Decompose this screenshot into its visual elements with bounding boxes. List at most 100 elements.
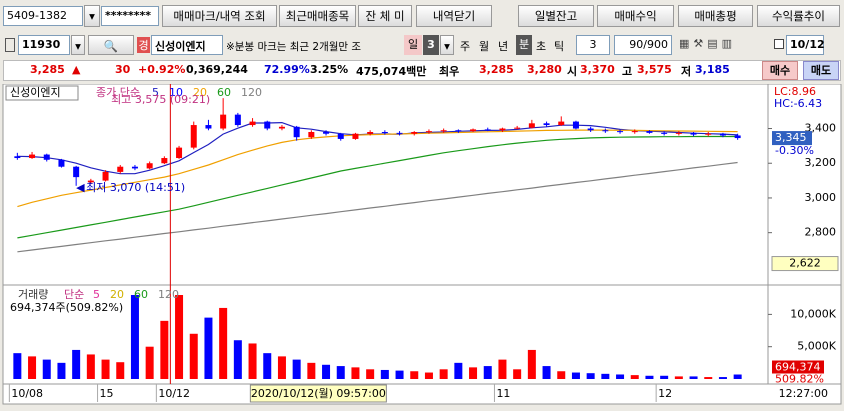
- candle-body: [455, 130, 462, 132]
- period-num[interactable]: 3: [423, 35, 439, 55]
- volume-title: 거래량: [18, 288, 48, 301]
- last-volume-label: 694,374: [775, 361, 821, 374]
- candle-body: [264, 121, 271, 129]
- count[interactable]: 90/900: [614, 35, 672, 55]
- volume-bar: [380, 369, 389, 379]
- candle-body: [719, 133, 726, 136]
- interval[interactable]: 3: [576, 35, 610, 55]
- ma-line: [17, 129, 738, 208]
- candle-body: [572, 121, 579, 129]
- button[interactable]: 내역닫기: [416, 5, 492, 27]
- chart: 3,400 3,200 3,000 2,800 10,000K 5,000K 10/08 15…: [2, 84, 842, 405]
- candle-body: [499, 128, 506, 131]
- volume-bar: [571, 372, 580, 379]
- volume-bar: [454, 362, 463, 379]
- candle-body: [587, 128, 594, 131]
- code[interactable]: 11930: [18, 35, 70, 55]
- marker-label: 2,622: [789, 257, 821, 270]
- volume-bar: [674, 376, 683, 379]
- candle-body: [646, 131, 653, 133]
- quote-bar: [3, 60, 841, 81]
- volume-bar: [527, 349, 536, 379]
- legend-entry: 60: [134, 288, 148, 301]
- volume-bar: [439, 369, 448, 379]
- legend-entry: 10: [169, 86, 183, 99]
- dropdown[interactable]: ▾: [71, 35, 85, 55]
- volume-bar: [469, 367, 478, 379]
- button[interactable]: 일별잔고: [518, 5, 594, 27]
- candle-body: [617, 131, 624, 133]
- y-tick-label: 3,400: [805, 122, 837, 135]
- volume-bar: [263, 353, 272, 379]
- volume-bar: [336, 366, 345, 379]
- volume-bar: [130, 295, 139, 379]
- tab[interactable]: 초: [536, 40, 547, 53]
- tab[interactable]: 월: [479, 40, 490, 53]
- ma-line: [17, 135, 738, 239]
- last-change: -0.30%: [775, 144, 814, 157]
- volume-bar: [307, 362, 316, 379]
- volume-bar: [28, 356, 37, 379]
- candle-body: [440, 130, 447, 132]
- button[interactable]: 매매수익: [597, 5, 674, 27]
- volume-bar: [645, 375, 654, 379]
- candle-body: [58, 159, 65, 167]
- change-pct: +0.92%: [138, 63, 186, 76]
- date[interactable]: 10/12: [786, 35, 825, 55]
- volume-bar: [498, 359, 507, 379]
- candle-body: [131, 166, 138, 169]
- volume-bar: [616, 374, 625, 379]
- tab[interactable]: 년: [498, 40, 509, 53]
- title-box: [5, 85, 79, 101]
- volume-bar: [366, 369, 375, 379]
- volume-bar: [351, 367, 360, 379]
- tab[interactable]: 틱: [554, 40, 565, 53]
- checkbox[interactable]: [774, 39, 784, 49]
- tool-icons[interactable]: ▦⚒▤▥: [679, 37, 737, 50]
- tab[interactable]: 분: [516, 35, 532, 55]
- sell-button[interactable]: 매도: [803, 61, 839, 80]
- lc-label: LC:8.96: [774, 85, 816, 98]
- volume: 0,369,244: [186, 63, 248, 76]
- dropdown[interactable]: ▾: [84, 5, 100, 27]
- password[interactable]: ********: [101, 6, 159, 26]
- candle-body: [87, 180, 94, 183]
- volume-bar: [630, 375, 639, 379]
- button[interactable]: 수익률추이: [757, 5, 840, 27]
- candle-body: [734, 135, 741, 139]
- candle-body: [675, 132, 682, 134]
- volume-bar: [13, 353, 22, 379]
- button[interactable]: 최근매매종목: [279, 5, 356, 27]
- x-tick-label: 10/12: [158, 387, 190, 400]
- candle-body: [528, 123, 535, 128]
- volume-bar: [233, 340, 242, 379]
- tab[interactable]: 주: [460, 40, 471, 53]
- button[interactable]: 매매마크/내역 조회: [162, 5, 277, 27]
- volume-bar: [718, 377, 727, 379]
- volume-bar: [660, 375, 669, 379]
- legend-entry: 5: [93, 288, 100, 301]
- last-price-box: [772, 131, 812, 146]
- right-time: 12:27:00: [779, 387, 828, 400]
- buy-button[interactable]: 매수: [762, 61, 798, 80]
- button[interactable]: 잔 체 미: [358, 5, 412, 27]
- candle-body: [205, 125, 212, 129]
- volume-bar: [542, 366, 551, 379]
- button[interactable]: 매매총평: [678, 5, 753, 27]
- account[interactable]: 5409-1382: [3, 6, 83, 26]
- icon[interactable]: [5, 38, 15, 52]
- candle-body: [514, 127, 521, 129]
- period[interactable]: 일: [404, 35, 422, 55]
- price: 3,285: [30, 63, 65, 76]
- candle-body: [14, 156, 21, 159]
- y-tick-label: 3,000: [805, 191, 837, 204]
- x-tick-label: 10/08: [11, 387, 43, 400]
- legend-prefix: 단순: [64, 288, 84, 301]
- candle-body: [176, 147, 183, 159]
- candle-body: [234, 114, 241, 126]
- dropdown[interactable]: ▾: [440, 35, 454, 55]
- volume-bar: [72, 349, 81, 379]
- icons[interactable]: 🔍: [88, 35, 134, 55]
- high-label: 고: [622, 65, 633, 78]
